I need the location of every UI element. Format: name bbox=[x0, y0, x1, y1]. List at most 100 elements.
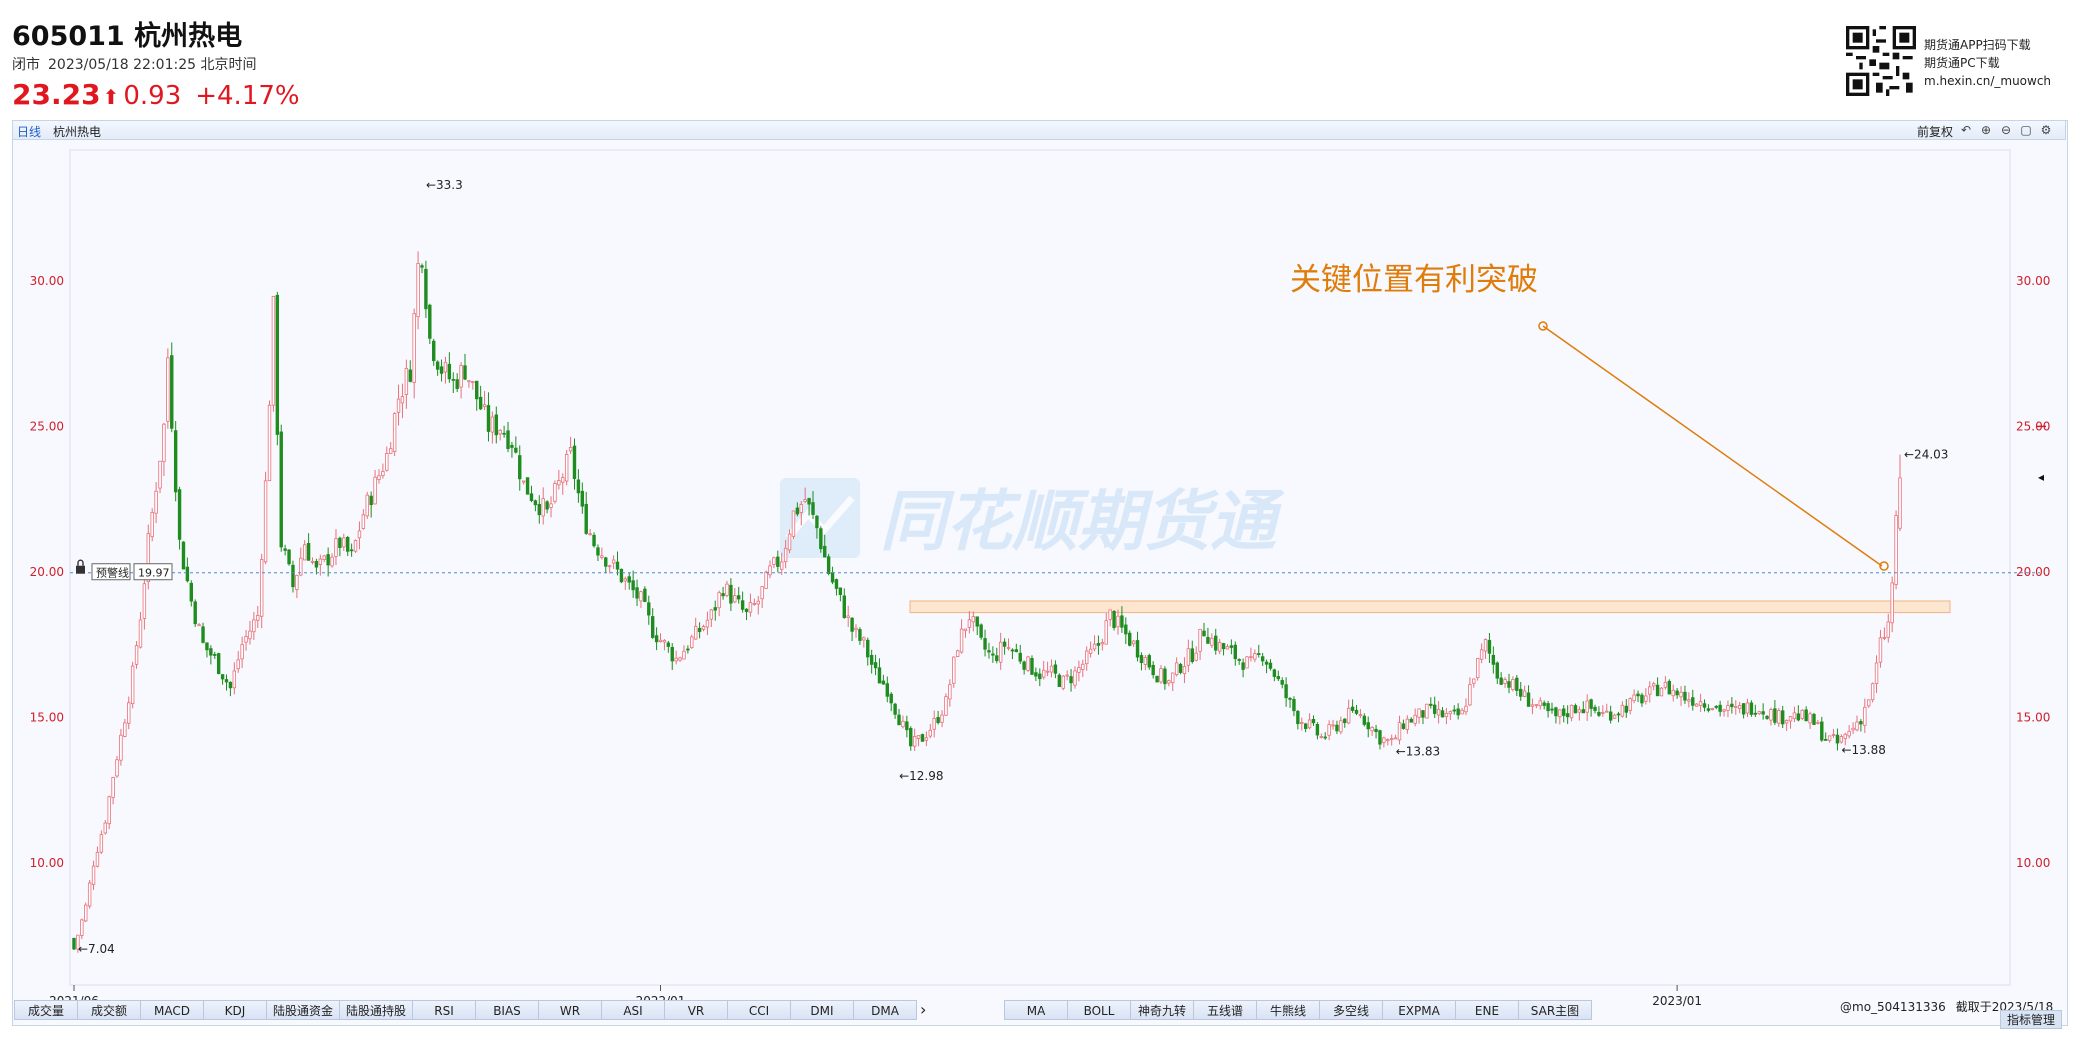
overlay-tab-8[interactable]: SAR主图 bbox=[1518, 1000, 1592, 1020]
candle-body-86 bbox=[408, 369, 412, 382]
candle-body-249 bbox=[1045, 670, 1050, 673]
candle-body-112 bbox=[510, 444, 514, 448]
candle-body-332 bbox=[1370, 726, 1374, 732]
candle-body-179 bbox=[772, 557, 776, 565]
settings-icon[interactable]: ⚙ bbox=[2040, 123, 2052, 137]
candle-body-298 bbox=[1237, 659, 1241, 661]
candle-body-70 bbox=[346, 537, 350, 552]
candle-body-125 bbox=[561, 477, 565, 483]
candle-body-389 bbox=[1593, 706, 1597, 711]
period-selector[interactable]: 日线 bbox=[17, 125, 42, 139]
zoom-out-icon[interactable]: ⊖ bbox=[2000, 123, 2012, 137]
download-pc-text: 期货通PC下载 bbox=[1924, 56, 2000, 70]
candle-body-433 bbox=[1765, 715, 1769, 719]
candle-body-198 bbox=[846, 615, 850, 618]
candle-body-74 bbox=[361, 514, 366, 529]
candle-body-305 bbox=[1264, 661, 1269, 665]
candle-body-75 bbox=[365, 494, 369, 517]
candle-body-279 bbox=[1163, 668, 1167, 685]
candle-body-307 bbox=[1272, 669, 1277, 677]
overlay-tab-2[interactable]: 神奇九转 bbox=[1130, 1000, 1194, 1020]
candle-body-202 bbox=[862, 637, 866, 641]
indicator-tab-7[interactable]: BIAS bbox=[475, 1000, 539, 1020]
candle-body-323 bbox=[1335, 724, 1339, 732]
candle-body-376 bbox=[1542, 702, 1546, 706]
candle-body-9 bbox=[107, 796, 111, 825]
candle-body-328 bbox=[1354, 709, 1359, 714]
candle-body-58 bbox=[299, 557, 303, 576]
candle-body-147 bbox=[647, 602, 651, 616]
overlay-tab-4[interactable]: 牛熊线 bbox=[1256, 1000, 1320, 1020]
candle-body-359 bbox=[1476, 658, 1480, 679]
candle-body-460 bbox=[1870, 683, 1875, 701]
candle-body-72 bbox=[353, 540, 358, 552]
candle-body-160 bbox=[697, 627, 702, 632]
indicator-tab-11[interactable]: CCI bbox=[727, 1000, 791, 1020]
candle-body-294 bbox=[1221, 643, 1226, 650]
status-text: 闭市 bbox=[12, 57, 40, 73]
indicator-tab-3[interactable]: KDJ bbox=[203, 1000, 267, 1020]
overlay-tab-7[interactable]: ENE bbox=[1455, 1000, 1519, 1020]
candle-body-171 bbox=[740, 600, 745, 610]
indicator-tab-13[interactable]: DMA bbox=[853, 1000, 917, 1020]
candle-body-390 bbox=[1597, 711, 1601, 716]
adjust-selector[interactable]: 前复权 bbox=[1916, 125, 1953, 139]
candle-body-373 bbox=[1530, 704, 1535, 707]
candle-body-154 bbox=[674, 657, 678, 662]
candle-body-287 bbox=[1194, 652, 1198, 661]
overlay-tab-6[interactable]: EXPMA bbox=[1382, 1000, 1456, 1020]
candle-body-11 bbox=[115, 759, 119, 777]
overlay-tab-5[interactable]: 多空线 bbox=[1319, 1000, 1383, 1020]
indicator-tab-12[interactable]: DMI bbox=[790, 1000, 854, 1020]
candle-body-174 bbox=[752, 603, 757, 605]
indicator-tab-4[interactable]: 陆股通资金 bbox=[266, 1000, 340, 1020]
candle-body-108 bbox=[494, 414, 498, 436]
candle-body-320 bbox=[1323, 736, 1327, 739]
lock-icon-shackle bbox=[77, 559, 84, 566]
zoom-in-icon[interactable]: ⊕ bbox=[1980, 123, 1992, 137]
overlay-tab-0[interactable]: MA bbox=[1004, 1000, 1068, 1020]
candle-body-37 bbox=[216, 653, 221, 675]
overlay-tab-1[interactable]: BOLL bbox=[1067, 1000, 1131, 1020]
candle-body-168 bbox=[729, 584, 733, 604]
candle-body-339 bbox=[1397, 722, 1402, 741]
indicator-tab-9[interactable]: ASI bbox=[601, 1000, 665, 1020]
indicator-tab-1[interactable]: 成交额 bbox=[77, 1000, 141, 1020]
more-label[interactable]: › bbox=[920, 1000, 927, 1019]
chart-toolbar: 日线 杭州热电 前复权 ↶ ⊕ ⊖ ▢ ⚙ bbox=[12, 120, 2066, 140]
more-tabs-button[interactable]: › bbox=[920, 1000, 926, 1022]
candle-body-269 bbox=[1124, 624, 1128, 635]
candle-body-49 bbox=[263, 480, 268, 563]
download-url-text[interactable]: m.hexin.cn/_muowch bbox=[1924, 74, 2052, 88]
indicator-tab-2[interactable]: MACD bbox=[140, 1000, 204, 1020]
candle-body-283 bbox=[1178, 663, 1183, 673]
indicator-tab-5[interactable]: 陆股通持股 bbox=[339, 1000, 413, 1020]
indicator-tab-0[interactable]: 成交量 bbox=[14, 1000, 78, 1020]
candle-body-102 bbox=[471, 381, 475, 383]
candle-body-177 bbox=[764, 571, 768, 589]
candle-body-146 bbox=[643, 588, 647, 602]
candle-body-14 bbox=[127, 702, 131, 724]
candle-body-369 bbox=[1515, 677, 1519, 691]
indicator-manager-button[interactable]: 指标管理 bbox=[2000, 1010, 2063, 1029]
indicator-tab-6[interactable]: RSI bbox=[412, 1000, 476, 1020]
candle-body-35 bbox=[209, 648, 213, 656]
overlay-tab-3[interactable]: 五线谱 bbox=[1193, 1000, 1257, 1020]
candle-body-406 bbox=[1659, 687, 1664, 697]
undo-icon[interactable]: ↶ bbox=[1960, 123, 1972, 137]
candle-body-263 bbox=[1100, 642, 1105, 645]
candle-body-117 bbox=[529, 493, 534, 501]
candle-body-138 bbox=[611, 559, 616, 564]
candle-body-334 bbox=[1378, 730, 1382, 745]
candle-body-194 bbox=[830, 572, 835, 583]
candle-body-340 bbox=[1401, 723, 1406, 729]
candle-body-57 bbox=[295, 574, 299, 590]
candle-body-211 bbox=[897, 714, 901, 726]
candle-body-141 bbox=[623, 578, 628, 582]
indicator-tab-10[interactable]: VR bbox=[664, 1000, 728, 1020]
save-icon[interactable]: ▢ bbox=[2020, 123, 2032, 137]
candle-body-394 bbox=[1612, 714, 1617, 719]
indicator-tab-8[interactable]: WR bbox=[538, 1000, 602, 1020]
candle-body-271 bbox=[1131, 640, 1136, 645]
